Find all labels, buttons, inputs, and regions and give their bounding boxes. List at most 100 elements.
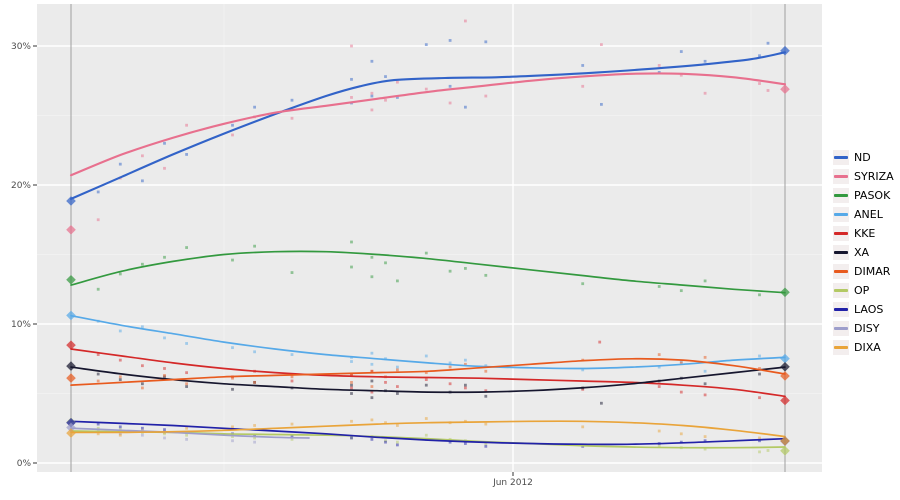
poll-point-kke <box>396 385 399 388</box>
poll-point-dimar <box>396 368 399 372</box>
poll-point-dimar <box>290 375 294 379</box>
poll-point-dixa <box>231 425 234 429</box>
poll-point-op <box>185 433 188 437</box>
legend-swatch-nd <box>834 156 848 159</box>
poll-point-dimar <box>448 365 452 369</box>
poll-point-laos <box>290 435 294 438</box>
poll-point-pasok <box>679 289 683 293</box>
poll-point-op <box>484 442 488 445</box>
poll-point-anel <box>758 354 761 358</box>
legend-label-nd: ND <box>854 151 871 164</box>
poll-point-xa <box>424 383 428 387</box>
poll-point-nd <box>766 41 770 45</box>
poll-point-anel <box>396 365 399 369</box>
legend-swatch-syriza <box>834 175 848 178</box>
poll-point-dimar <box>657 353 661 356</box>
poll-point-nd <box>350 77 353 81</box>
poll-point-nd <box>231 123 234 127</box>
legend-label-disy: DISY <box>854 322 880 335</box>
legend-key-icon <box>833 169 849 184</box>
poll-point-xa <box>118 378 122 381</box>
legend-swatch-dixa <box>834 346 848 349</box>
poll-point-kke <box>96 353 100 356</box>
poll-point-syriza <box>350 44 353 48</box>
poll-point-dimar <box>679 361 683 365</box>
legend-label-dixa: DIXA <box>854 341 881 354</box>
election-result-pasok <box>780 287 790 298</box>
plot-panel <box>37 4 822 472</box>
x-tick-label: Jun 2012 <box>492 478 533 488</box>
poll-point-dixa <box>484 422 488 426</box>
poll-point-syriza <box>163 166 166 170</box>
poll-point-xa <box>396 392 399 395</box>
poll-point-nd <box>448 39 452 42</box>
poll-point-op <box>766 449 770 452</box>
legend-key-icon <box>833 245 849 260</box>
legend-label-op: OP <box>854 284 870 297</box>
poll-point-xa <box>141 382 144 386</box>
poll-point-laos <box>448 440 452 444</box>
poll-point-nd <box>679 50 683 53</box>
poll-point-kke <box>703 393 707 397</box>
poll-point-dixa <box>96 432 100 436</box>
poll-point-dixa <box>657 429 661 433</box>
poll-point-laos <box>118 425 122 429</box>
poll-point-kke <box>464 386 467 390</box>
poll-point-dimar <box>253 380 256 384</box>
legend-swatch-pasok <box>834 194 848 197</box>
poll-point-xa <box>96 372 100 376</box>
trend-line-laos <box>70 420 786 446</box>
poll-point-nd <box>118 162 122 166</box>
poll-point-dimar <box>758 367 761 370</box>
poll-point-pasok <box>448 269 452 273</box>
poll-point-nd <box>396 96 399 99</box>
poll-point-pasok <box>350 265 353 269</box>
poll-point-pasok <box>703 279 707 283</box>
poll-point-pasok <box>118 272 122 276</box>
poll-point-dimar <box>464 362 467 366</box>
poll-point-xa <box>464 383 467 387</box>
poll-point-anel <box>290 353 294 356</box>
poll-point-nd <box>253 105 256 109</box>
poll-point-syriza <box>370 108 374 112</box>
legend-key-icon <box>833 188 849 203</box>
poll-point-kke <box>657 385 661 388</box>
legend-item-anel: ANEL <box>833 205 894 224</box>
poll-point-nd <box>370 94 374 98</box>
poll-point-anel <box>703 369 707 373</box>
poll-point-nd <box>600 102 603 106</box>
poll-point-nd <box>464 105 467 109</box>
poll-point-dimar <box>185 382 188 386</box>
poll-point-anel <box>370 351 374 355</box>
poll-point-disy <box>163 436 166 440</box>
poll-point-dimar <box>163 374 166 377</box>
poll-point-xa <box>758 372 761 376</box>
poll-point-pasok <box>484 273 488 277</box>
poll-point-op <box>231 435 234 438</box>
legend-label-anel: ANEL <box>854 208 883 221</box>
poll-point-pasok <box>370 275 374 279</box>
poll-point-anel <box>118 329 122 333</box>
y-tick-label: 0% <box>17 459 32 469</box>
poll-point-syriza <box>424 87 428 91</box>
poll-point-op <box>758 450 761 454</box>
trend-line-dixa <box>70 420 786 438</box>
poll-point-laos <box>96 422 100 426</box>
poll-point-pasok <box>163 255 166 259</box>
election-result-syriza <box>66 224 76 235</box>
legend-swatch-xa <box>834 251 848 254</box>
election-result-dimar <box>780 371 790 381</box>
poll-point-dixa <box>703 435 707 438</box>
legend-key-icon <box>833 150 849 165</box>
poll-point-kke <box>185 371 188 375</box>
poll-point-xa <box>350 383 353 387</box>
legend-label-syriza: SYRIZA <box>854 170 894 183</box>
legend-label-pasok: PASOK <box>854 189 891 202</box>
trend-line-dimar <box>70 357 786 387</box>
poll-point-nd <box>484 40 488 44</box>
poll-point-nd <box>424 43 428 47</box>
poll-point-syriza <box>484 94 488 98</box>
legend-key-icon <box>833 264 849 279</box>
poll-point-nd <box>384 75 387 78</box>
poll-point-nd <box>448 84 452 88</box>
